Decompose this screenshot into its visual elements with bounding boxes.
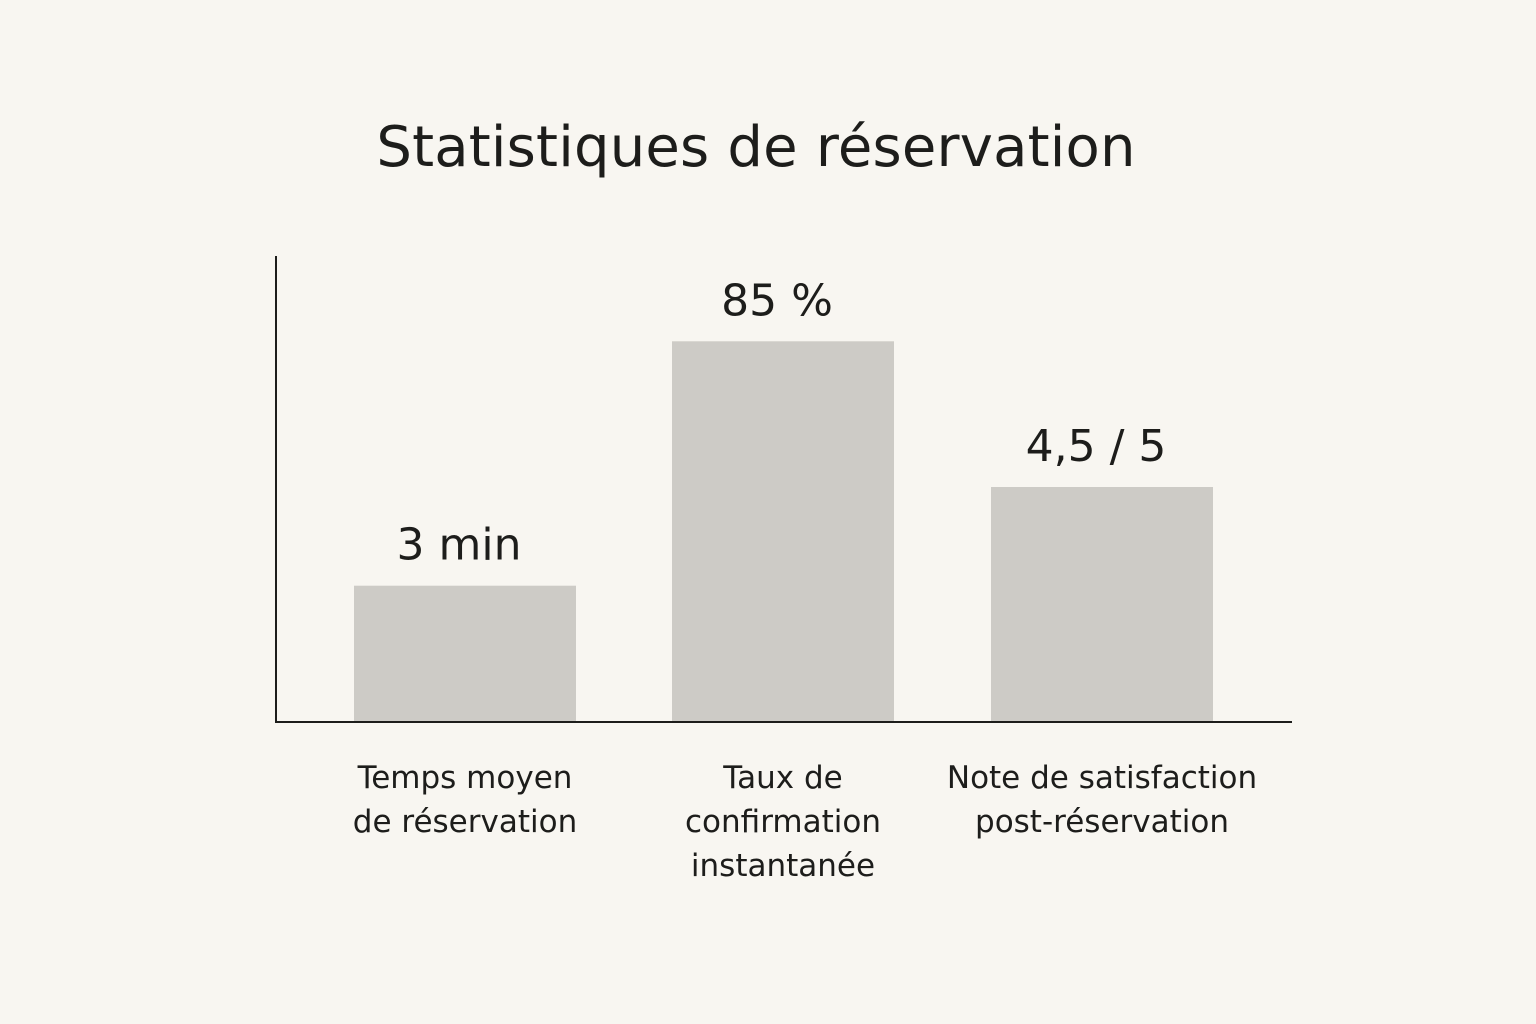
bars-layer xyxy=(354,341,1213,722)
value-labels-layer: 3 min 85 % 4,5 / 5 xyxy=(397,275,1167,570)
category-label-line: instantanée xyxy=(690,848,876,884)
category-label-1: Temps moyen de réservation xyxy=(295,756,635,844)
category-label-line: Note de satisfaction xyxy=(946,760,1258,796)
value-label-1: 3 min xyxy=(397,520,522,571)
category-label-line: confirmation xyxy=(685,804,881,840)
bar-1 xyxy=(354,585,576,722)
bar-2 xyxy=(672,341,894,722)
value-label-3: 4,5 / 5 xyxy=(1026,421,1167,472)
category-label-2: Taux de confirmation instantanée xyxy=(613,756,953,888)
bar-3 xyxy=(991,487,1213,722)
chart-title: Statistiques de réservation xyxy=(376,115,1136,180)
category-label-line: de réservation xyxy=(352,804,578,840)
category-label-3: Note de satisfaction post-réservation xyxy=(932,756,1272,844)
category-label-line: Taux de xyxy=(723,760,843,796)
category-label-line: Temps moyen xyxy=(357,760,573,796)
value-label-2: 85 % xyxy=(721,275,833,326)
category-label-line: post-réservation xyxy=(975,804,1229,840)
